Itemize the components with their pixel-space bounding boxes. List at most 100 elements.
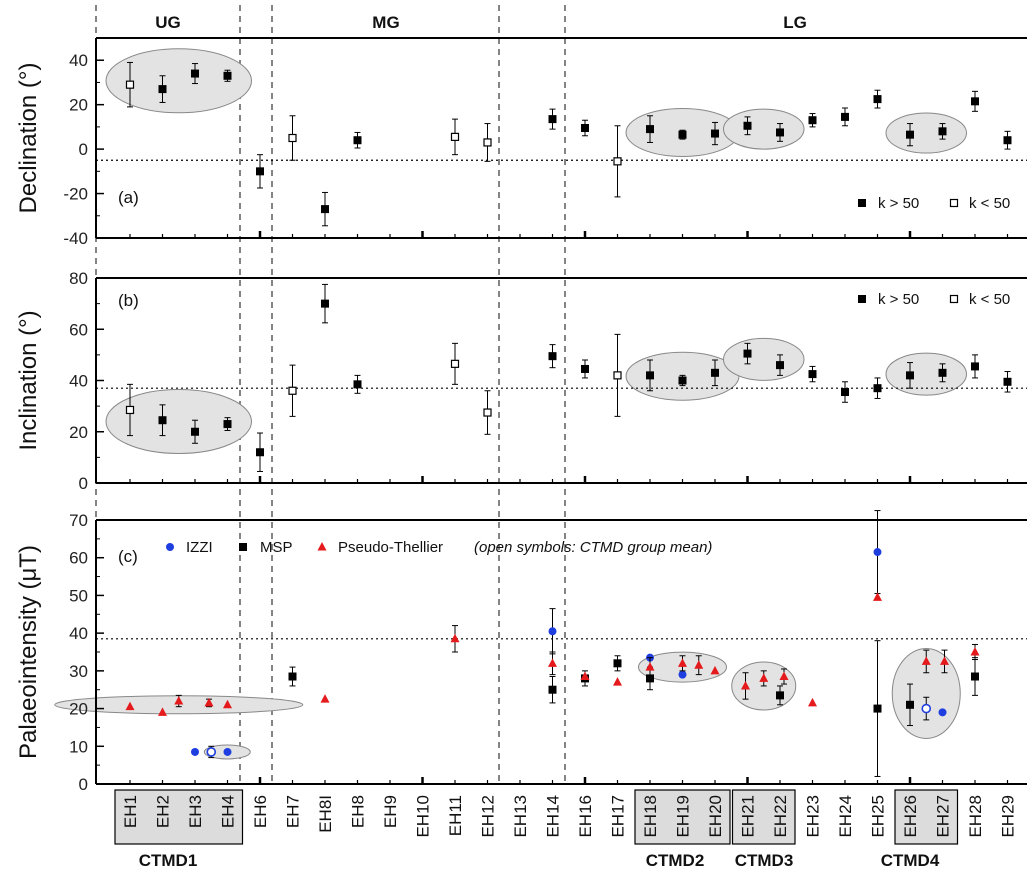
data-point <box>223 420 232 429</box>
y-tick-label: 80 <box>69 269 88 288</box>
x-category-label: EH26 <box>901 795 920 838</box>
x-category-label: EH16 <box>576 795 595 838</box>
y-axis-title: Declination (°) <box>15 63 42 214</box>
series-k-50 <box>125 333 622 437</box>
data-point <box>678 130 687 139</box>
y-tick-label: 50 <box>69 586 88 605</box>
data-point <box>906 130 914 139</box>
data-point <box>646 125 654 134</box>
data-point <box>125 405 135 415</box>
data-point <box>548 658 557 667</box>
x-category-label: EH19 <box>674 795 693 838</box>
data-point <box>204 697 214 707</box>
data-point <box>223 71 232 80</box>
data-point <box>450 633 460 643</box>
data-point <box>158 85 167 94</box>
series-izzi <box>191 510 947 756</box>
y-tick-label: 40 <box>69 624 88 643</box>
group-ellipse <box>105 389 252 454</box>
x-category-label: EH3 <box>186 795 205 828</box>
data-point <box>581 124 589 132</box>
data-point <box>743 121 752 130</box>
x-category-label: EH11 <box>446 795 465 836</box>
data-point <box>678 376 687 385</box>
x-category-label: EH18 <box>641 795 660 838</box>
x-category-label: EH29 <box>999 795 1018 838</box>
data-point <box>776 691 784 700</box>
data-point <box>711 368 719 377</box>
group-ellipse <box>885 352 967 396</box>
data-point <box>548 627 557 636</box>
data-point <box>483 408 492 417</box>
data-point <box>223 699 232 709</box>
data-point <box>353 380 362 389</box>
data-point <box>321 205 329 214</box>
y-tick-label: -40 <box>63 229 88 248</box>
series-k-50 <box>158 63 1012 227</box>
y-tick-label: 40 <box>69 372 88 391</box>
section-label-mg: MG <box>372 13 399 32</box>
data-point <box>743 349 752 358</box>
data-point <box>450 132 460 141</box>
data-point <box>613 659 622 668</box>
legend-marker-pseudo-thellier <box>317 542 327 551</box>
section-label-ug: UG <box>155 13 181 32</box>
data-point <box>223 747 232 756</box>
x-category-label: EH6 <box>251 795 270 828</box>
data-point <box>711 129 719 138</box>
x-category-label: EH21 <box>739 795 758 838</box>
legend: IZZI MSP Pseudo-Thellier (open symbols: CTM… <box>166 539 712 556</box>
data-point <box>321 299 329 308</box>
data-point <box>191 747 199 756</box>
data-point <box>288 133 297 143</box>
group-ellipse <box>105 48 252 114</box>
group-box <box>731 789 796 845</box>
data-point <box>873 95 882 104</box>
data-point <box>971 672 979 681</box>
group-label-ctmd2: CTMD2 <box>646 851 705 870</box>
data-point <box>1003 377 1012 386</box>
legend-note: (open symbols: CTMD group mean) <box>474 539 712 556</box>
x-category-label: EH13 <box>511 795 530 838</box>
x-category-label: EH2 <box>154 795 173 828</box>
section-label-lg: LG <box>783 13 807 32</box>
data-point <box>256 167 264 176</box>
data-point <box>158 707 167 716</box>
panel-3: 0 10 20 30 40 50 60 70 Palaeointensity (μT) (c) IZ… <box>15 510 1027 794</box>
series-msp <box>288 640 979 777</box>
legend-label-izzi: IZZI <box>186 539 213 556</box>
legend-marker-k-gt-50 <box>858 199 866 207</box>
legend: k > 50 k < 50 <box>858 291 1010 308</box>
data-point <box>759 673 769 682</box>
y-axis-title: Palaeointensity (μT) <box>15 545 42 759</box>
data-point <box>191 69 199 78</box>
group-label-ctmd4: CTMD4 <box>881 851 940 870</box>
series-k-50 <box>158 283 1012 472</box>
data-point <box>483 138 492 147</box>
data-point <box>940 656 949 665</box>
y-tick-label: 0 <box>79 775 88 794</box>
panel-label: (a) <box>118 188 139 207</box>
x-category-label: EH28 <box>966 795 985 838</box>
x-category-labels: EH1 EH2 EH3 EH4 EH6 EH7 EH8I EH8 EH9 EH10 EH11 EH12… <box>114 789 1018 845</box>
data-point <box>938 127 947 136</box>
data-point <box>938 708 947 717</box>
data-point <box>206 747 217 757</box>
y-tick-label: 0 <box>79 140 88 159</box>
data-point <box>646 674 654 683</box>
data-point <box>678 658 687 667</box>
data-point <box>873 384 882 393</box>
data-point <box>921 703 932 714</box>
panel-1: -40 -20 0 20 40 Declination (°) (a) k > 50 k < 5… <box>15 37 1027 248</box>
data-point <box>841 112 849 121</box>
y-tick-label: 70 <box>69 511 88 530</box>
x-category-label: EH1 <box>121 795 140 828</box>
legend-marker-izzi <box>166 543 174 551</box>
group-ellipse <box>723 337 805 381</box>
data-point <box>191 427 199 436</box>
data-point <box>808 697 817 707</box>
data-point <box>613 371 622 380</box>
data-point <box>776 361 784 370</box>
group-label-ctmd3: CTMD3 <box>735 851 794 870</box>
